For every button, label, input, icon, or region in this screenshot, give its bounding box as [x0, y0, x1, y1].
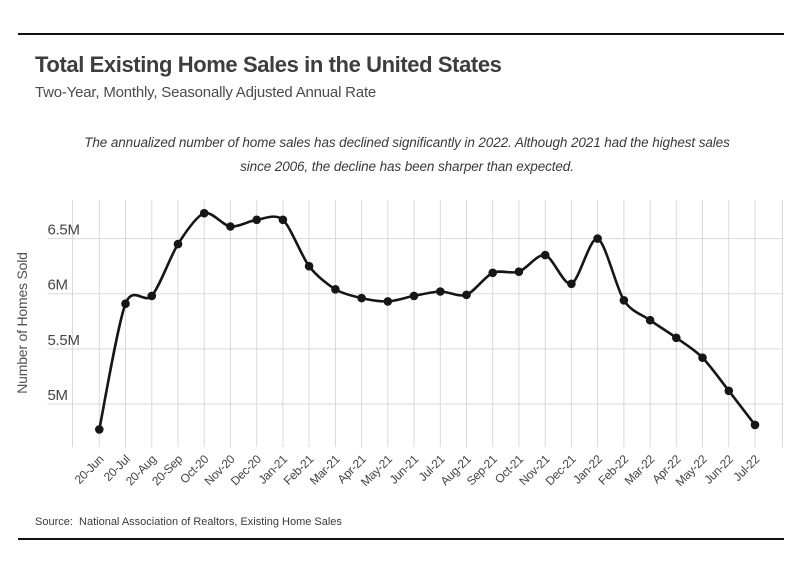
x-tick-label: Dec-20: [228, 452, 264, 488]
data-point: [462, 290, 471, 300]
y-axis-title: Number of Homes Sold: [14, 252, 30, 394]
top-divider: [18, 33, 784, 35]
x-tick-label: Dec-21: [543, 452, 579, 488]
bottom-divider: [18, 538, 784, 540]
data-point: [488, 268, 498, 278]
data-point: [540, 250, 550, 260]
data-point: [672, 333, 681, 343]
data-point: [147, 291, 157, 301]
y-tick-label: 6.5M: [48, 222, 80, 239]
chart-note-line-1: The annualized number of home sales has …: [84, 135, 730, 150]
x-tick-label: Jun-22: [701, 452, 736, 487]
data-point: [409, 291, 419, 301]
data-point: [331, 285, 340, 294]
x-tick-label: Sep-21: [464, 452, 500, 488]
data-point: [121, 299, 130, 309]
data-point: [593, 234, 602, 243]
data-point: [645, 315, 655, 325]
data-point: [278, 215, 288, 225]
data-point: [383, 297, 393, 306]
series-line: [98, 211, 757, 431]
data-point: [724, 386, 734, 396]
y-tick-label: 6M: [48, 277, 68, 294]
data-point: [304, 261, 314, 271]
x-tick-label: Jun-21: [387, 452, 422, 487]
x-tick-label: 20-Sep: [149, 452, 185, 488]
x-tick-label: 20-Jun: [72, 452, 107, 487]
data-point: [95, 425, 104, 434]
data-point: [199, 208, 209, 218]
y-tick-label: 5M: [48, 387, 68, 404]
x-tick-label: Jul-22: [730, 452, 762, 484]
data-point: [619, 296, 629, 305]
y-tick-label: 5.5M: [48, 332, 80, 349]
data-point: [750, 420, 760, 430]
x-tick-label: Mar-22: [622, 452, 658, 488]
data-point: [567, 279, 576, 289]
data-point: [514, 267, 524, 277]
data-point: [436, 287, 445, 296]
data-point: [252, 215, 261, 225]
page-subtitle: Two-Year, Monthly, Seasonally Adjusted A…: [35, 84, 377, 101]
data-point: [226, 222, 235, 231]
data-point: [173, 239, 183, 249]
chart-note-line-2: since 2006, the decline has been sharper…: [240, 159, 574, 174]
data-point: [698, 353, 707, 363]
source-note: Source: National Association of Realtors…: [35, 516, 342, 528]
chart-note: The annualized number of home sales has …: [15, 131, 799, 179]
page-title: Total Existing Home Sales in the United …: [35, 52, 502, 77]
x-tick-label: Mar-21: [307, 452, 343, 488]
data-point: [357, 293, 366, 303]
